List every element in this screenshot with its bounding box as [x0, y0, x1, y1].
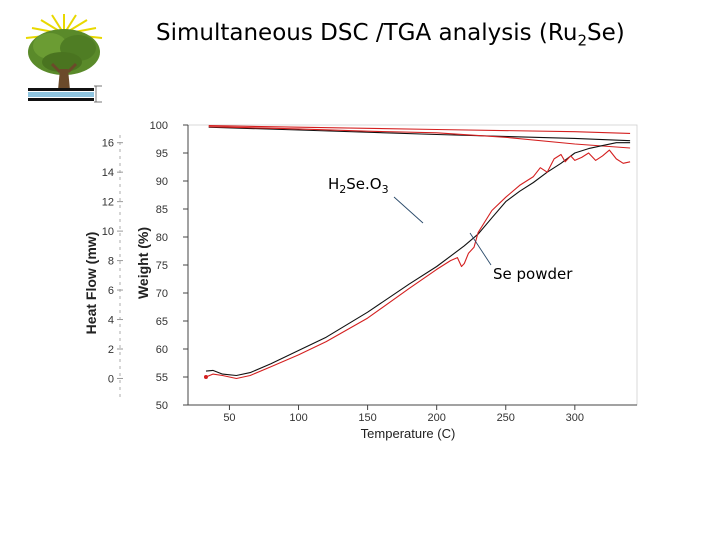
annotation-h2seo3: H2Se.O3: [328, 175, 389, 196]
heatflow-tick-label: 14: [102, 167, 114, 179]
heatflow-tick-label: 12: [102, 197, 114, 209]
series-line-4-heatflow: [205, 142, 631, 377]
series-line-1-weight: [208, 126, 631, 142]
weight-tick-label: 60: [156, 344, 168, 356]
annotation-se-powder: Se powder: [493, 265, 573, 283]
weight-tick-label: 55: [156, 372, 168, 384]
heatflow-tick-label: 8: [108, 256, 114, 268]
heatflow-tick-label: 10: [102, 226, 114, 238]
heatflow-tick-label: 16: [102, 138, 114, 150]
red-curve-start-point: [203, 375, 208, 379]
x-tick-label: 200: [427, 412, 445, 424]
dsc-tga-chart: 50 100 150 200 250 30050556065707580859095100…: [83, 120, 638, 441]
weight-tick-label: 80: [156, 232, 168, 244]
x-tick-label: 150: [358, 412, 376, 424]
weight-tick-label: 100: [150, 120, 168, 132]
series-line-5-heatflow: [205, 149, 631, 380]
heatflow-tick-label: 2: [108, 344, 114, 356]
x-tick-label: 100: [289, 412, 307, 424]
weight-tick-label: 90: [156, 176, 168, 188]
weight-axis-label: Weight (%): [135, 227, 151, 299]
x-tick-label: 50: [223, 412, 235, 424]
x-tick-label: 250: [497, 412, 515, 424]
annotation-h2seo3-leader: [393, 196, 424, 224]
heatflow-tick-label: 0: [108, 373, 114, 385]
weight-tick-label: 50: [156, 400, 168, 412]
weight-tick-label: 85: [156, 204, 168, 216]
series-line-2-weight: [208, 126, 631, 149]
weight-tick-label: 95: [156, 148, 168, 160]
page-title: Simultaneous DSC /TGA analysis (Ru2Se): [156, 20, 625, 50]
weight-tick-label: 65: [156, 316, 168, 328]
weight-tick-label: 70: [156, 288, 168, 300]
x-tick-label: 300: [566, 412, 584, 424]
weight-tick-label: 75: [156, 260, 168, 272]
annotation-se-powder-leader: [469, 232, 492, 266]
heatflow-tick-label: 4: [108, 315, 114, 327]
series-line-3-weight: [208, 125, 631, 134]
heatflow-tick-label: 6: [108, 285, 114, 297]
heatflow-axis-label: Heat Flow (mw): [83, 232, 99, 335]
x-axis-label: Temperature (C): [361, 426, 456, 441]
tree-logo-icon: [25, 14, 103, 103]
